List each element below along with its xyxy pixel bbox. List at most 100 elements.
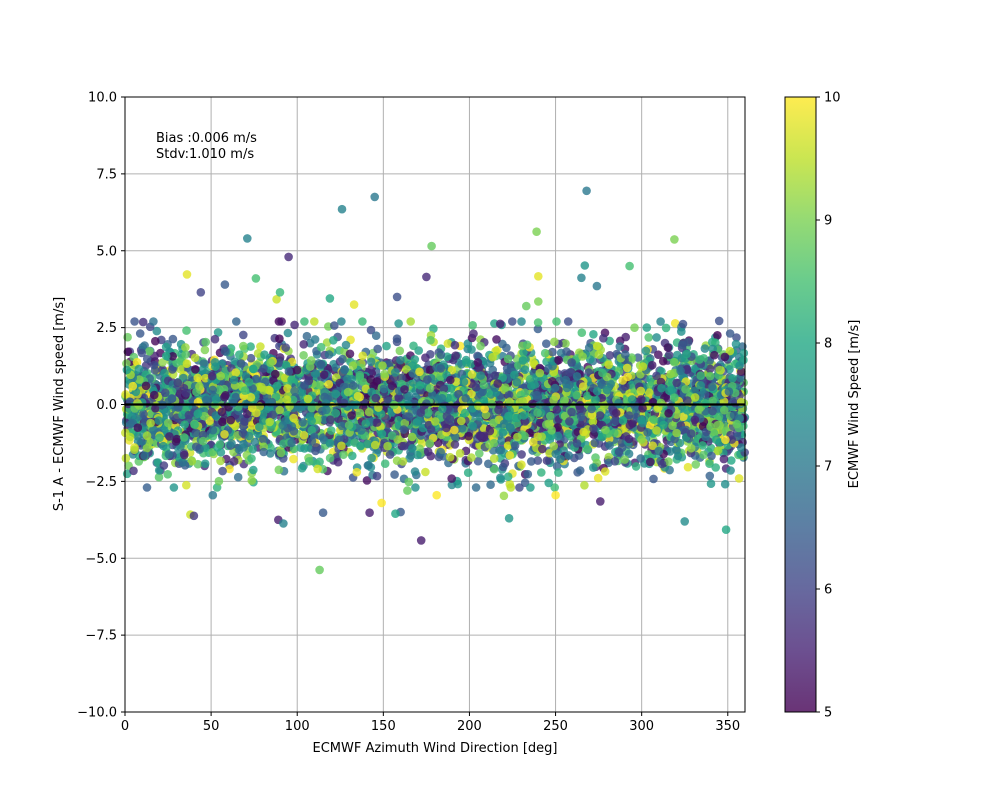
data-point (319, 415, 329, 425)
data-point (705, 471, 715, 481)
data-point (682, 365, 692, 375)
data-point (572, 372, 582, 381)
data-point (182, 359, 192, 369)
data-point (579, 427, 588, 437)
data-point (139, 409, 148, 419)
data-point (686, 429, 696, 438)
data-point (442, 412, 452, 421)
data-point (644, 388, 654, 397)
data-point (142, 443, 152, 453)
data-point (705, 364, 715, 374)
data-point (283, 328, 293, 338)
data-point (504, 411, 513, 421)
data-point (567, 358, 576, 367)
data-point (290, 386, 299, 396)
data-point (339, 398, 349, 408)
data-point (325, 453, 335, 463)
data-point (584, 343, 594, 352)
data-point (266, 449, 275, 458)
data-point (163, 418, 173, 428)
data-point (181, 343, 190, 352)
data-point (526, 483, 535, 492)
data-point (690, 393, 700, 402)
data-point (553, 431, 563, 441)
data-point (122, 365, 132, 375)
data-point (606, 379, 615, 389)
data-point (138, 317, 148, 327)
data-point (319, 370, 329, 380)
data-point (605, 441, 614, 450)
data-point (467, 389, 476, 399)
data-point (561, 339, 570, 348)
data-point (191, 442, 201, 452)
data-point (182, 480, 191, 490)
data-point (497, 436, 506, 446)
data-point (544, 419, 554, 429)
data-point (709, 428, 719, 438)
data-point (643, 428, 652, 437)
data-point (380, 459, 390, 469)
data-point (150, 366, 160, 375)
data-point (554, 355, 563, 365)
data-point (713, 446, 723, 455)
data-point (625, 420, 635, 430)
data-point (425, 384, 435, 393)
data-point (450, 432, 460, 442)
data-point (400, 441, 409, 451)
data-point (348, 381, 358, 390)
data-point (602, 385, 612, 395)
data-point (276, 448, 286, 458)
data-point (587, 404, 596, 414)
data-point (372, 418, 382, 427)
data-point (467, 370, 477, 379)
data-point (353, 391, 363, 401)
data-point (181, 350, 190, 359)
data-point (595, 411, 605, 420)
data-point (436, 364, 446, 373)
data-point (239, 341, 248, 351)
data-point (121, 390, 130, 399)
data-point (720, 479, 730, 489)
data-point (266, 358, 275, 368)
data-point (226, 415, 235, 425)
data-point (517, 450, 526, 459)
data-point (672, 378, 681, 388)
data-point (725, 346, 735, 356)
data-point (473, 456, 483, 466)
data-point (415, 381, 425, 390)
data-point (172, 434, 182, 444)
data-point (519, 348, 528, 357)
data-point (249, 465, 258, 475)
data-point (300, 381, 309, 390)
data-point (510, 441, 520, 450)
data-point (533, 324, 543, 334)
data-point (130, 317, 139, 326)
data-point (575, 466, 585, 475)
data-point (363, 439, 372, 449)
data-point (246, 342, 255, 351)
data-point (522, 340, 532, 350)
data-point (734, 474, 744, 483)
data-point (316, 359, 326, 369)
data-point (719, 454, 729, 464)
data-point (495, 319, 505, 329)
data-point (656, 317, 665, 326)
data-point (527, 457, 536, 466)
data-point (542, 339, 551, 349)
data-point (128, 381, 138, 391)
data-point (383, 441, 392, 451)
data-point (690, 415, 700, 425)
data-point (657, 383, 666, 393)
data-point (475, 431, 484, 441)
data-point (562, 383, 572, 393)
data-point (652, 371, 661, 381)
data-point (382, 341, 391, 351)
data-point (149, 317, 158, 326)
data-point (277, 317, 286, 326)
data-point (168, 334, 178, 344)
data-point (229, 398, 238, 408)
data-point (122, 359, 131, 368)
data-point (211, 395, 221, 404)
data-point (690, 386, 699, 396)
data-point (711, 463, 720, 472)
